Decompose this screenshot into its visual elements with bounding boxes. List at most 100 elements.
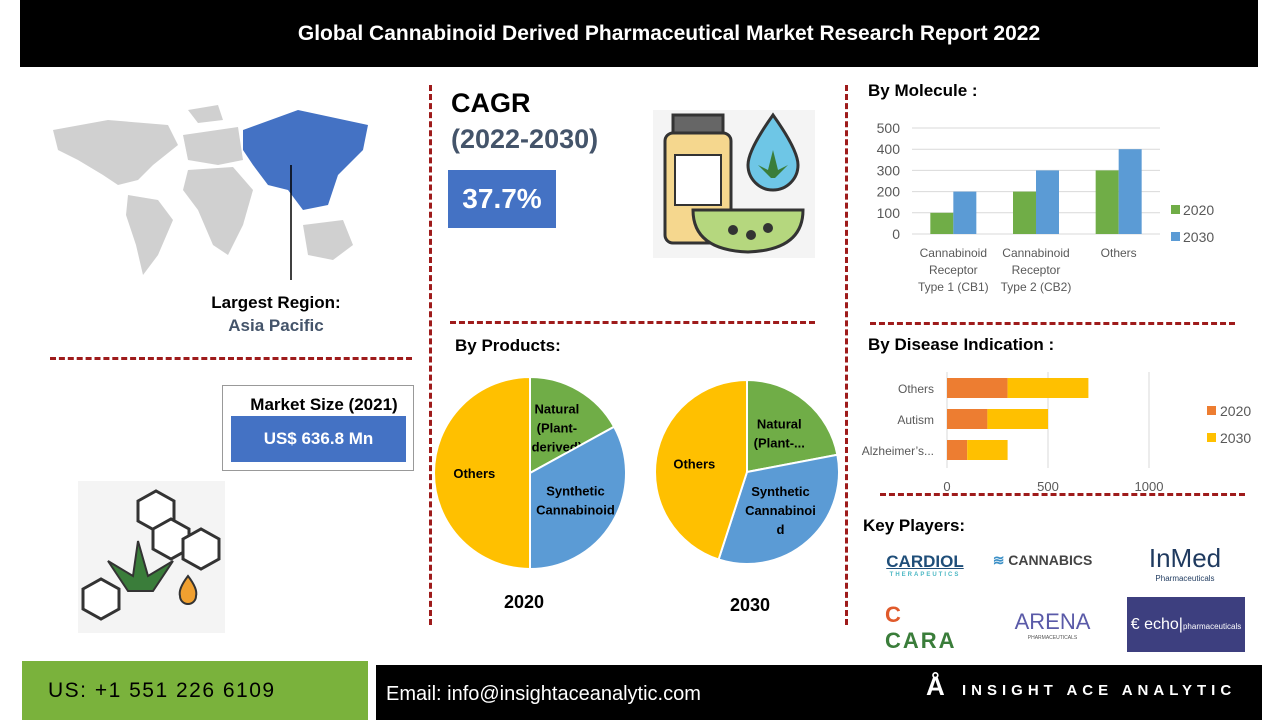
europe-shape — [183, 127, 243, 165]
pie-slice — [654, 378, 748, 561]
pie-slice — [433, 375, 531, 571]
cagr-value: 37.7% — [448, 170, 556, 228]
echo-logo: € echo|pharmaceuticals — [1127, 597, 1245, 652]
pie-label: (Plant- — [537, 421, 577, 436]
y-tick-label: 0 — [892, 226, 900, 242]
pie-year-label: 2030 — [730, 595, 770, 615]
cagr-label: CAGR — [451, 88, 531, 118]
pie-slice — [746, 378, 839, 474]
bar — [967, 440, 1008, 460]
cannabics-logo: ≋ CANNABICS — [992, 551, 1093, 568]
divider — [880, 493, 1245, 496]
pie-label: Natural — [757, 417, 802, 432]
cagr-period: (2022-2030) — [451, 124, 599, 154]
x-tick-label: Receptor — [929, 263, 978, 277]
email-link[interactable]: Email: info@insightaceanalytic.com — [386, 683, 701, 705]
legend-label: 2030 — [1183, 229, 1214, 245]
divider — [450, 321, 815, 324]
legend-label: 2020 — [1220, 403, 1251, 419]
pie-label: Synthetic — [546, 483, 605, 498]
greenland-shape — [188, 105, 223, 123]
x-tick-label: Cannabinoid — [920, 246, 987, 260]
molecule-title: By Molecule : — [868, 81, 978, 100]
x-tick-label: 1000 — [1135, 479, 1164, 494]
inmed-logo: InMed Pharmaceuticals — [1148, 543, 1222, 583]
pie-label: Others — [453, 466, 495, 481]
y-tick-label: Others — [898, 382, 934, 396]
y-tick-label: Autism — [897, 413, 934, 427]
page-title: Global Cannabinoid Derived Pharmaceutica… — [297, 21, 1041, 45]
largest-region-value: Asia Pacific — [228, 316, 324, 335]
x-tick-label: 500 — [1037, 479, 1059, 494]
pie-label: d — [776, 522, 784, 537]
molecule-bar-chart: 0 100 200 300 400 500 Cannabinoid Receptor Type … — [877, 120, 1215, 294]
legend-label: 2030 — [1220, 430, 1251, 446]
divider — [429, 85, 432, 625]
footer-bar: Email: info@insightaceanalytic.com Å INS… — [376, 665, 1262, 720]
bar — [1013, 191, 1036, 234]
bar — [1095, 170, 1119, 234]
divider — [50, 357, 412, 360]
products-title: By Products: — [455, 336, 561, 355]
phone-number[interactable]: US: +1 551 226 6109 — [48, 678, 276, 702]
pie-slice — [529, 375, 616, 475]
y-tick-label: 500 — [877, 120, 901, 136]
market-size-panel: Market Size (2021) US$ 636.8 Mn — [222, 385, 414, 471]
bar — [1007, 378, 1089, 398]
market-size-label: Market Size (2021) — [250, 395, 398, 414]
africa-shape — [183, 167, 253, 255]
south-america-shape — [126, 195, 173, 275]
bar — [947, 378, 1008, 398]
y-tick-label: 100 — [877, 205, 901, 221]
pie-slice — [717, 453, 840, 565]
y-tick-label: 300 — [877, 162, 901, 178]
pie-label: Others — [673, 457, 715, 472]
pie-label: Natural — [534, 402, 579, 417]
header-bar: Global Cannabinoid Derived Pharmaceutica… — [20, 0, 1258, 67]
pie-label: Synthetic — [751, 484, 810, 499]
x-tick-label: Receptor — [1012, 263, 1061, 277]
x-tick-label: Type 1 (CB1) — [918, 280, 989, 294]
x-tick-label: Cannabinoid — [1002, 246, 1069, 260]
pie-label: Cannabinoid — [536, 502, 615, 517]
x-tick-label: Type 2 (CB2) — [1001, 280, 1072, 294]
legend-label: 2020 — [1183, 202, 1214, 218]
cardiol-logo: CARDIOL THERAPEUTICS — [886, 552, 964, 578]
y-tick-label: 200 — [877, 184, 901, 200]
bar — [987, 409, 1048, 429]
medicine-bottle-icon — [653, 110, 815, 258]
bar — [947, 440, 968, 460]
brand-logo-icon: Å — [926, 671, 945, 701]
largest-region-label: Largest Region: — [211, 293, 341, 312]
bar — [1036, 170, 1059, 234]
arena-logo: ARENA PHARMACEUTICALS — [1014, 609, 1091, 641]
market-size-value: US$ 636.8 Mn — [231, 416, 406, 462]
key-players-title: Key Players: — [863, 516, 966, 535]
disease-bar-chart: 0 500 1000 Others Autism Alzheimer’s... 2020 20… — [862, 372, 1251, 494]
y-tick-label: Alzheimer’s... — [862, 444, 934, 458]
bar — [953, 191, 977, 234]
products-pie-charts: Natural(Plant-derived)SyntheticCannabino… — [433, 375, 840, 615]
disease-title: By Disease Indication : — [868, 335, 1055, 354]
cannabis-molecule-icon — [78, 481, 225, 633]
brand-name: INSIGHT ACE ANALYTIC — [962, 682, 1237, 699]
pie-label: Cannabinoi — [745, 503, 816, 518]
legend-swatch — [1207, 406, 1216, 415]
bar — [930, 212, 954, 234]
divider — [845, 85, 848, 625]
legend-swatch — [1171, 232, 1180, 241]
cara-logo: C CARA — [885, 602, 957, 653]
legend-swatch — [1171, 205, 1180, 214]
phone-bar: US: +1 551 226 6109 — [22, 661, 368, 720]
bar — [947, 409, 988, 429]
pie-slice — [529, 425, 627, 571]
x-tick-label: 0 — [943, 479, 950, 494]
pie-year-label: 2020 — [504, 592, 544, 612]
world-map — [53, 105, 368, 280]
pie-label: (Plant-... — [754, 436, 805, 451]
divider — [870, 322, 1235, 325]
north-america-shape — [53, 120, 178, 185]
bar — [1118, 149, 1142, 234]
legend-swatch — [1207, 433, 1216, 442]
y-tick-label: 400 — [877, 141, 901, 157]
